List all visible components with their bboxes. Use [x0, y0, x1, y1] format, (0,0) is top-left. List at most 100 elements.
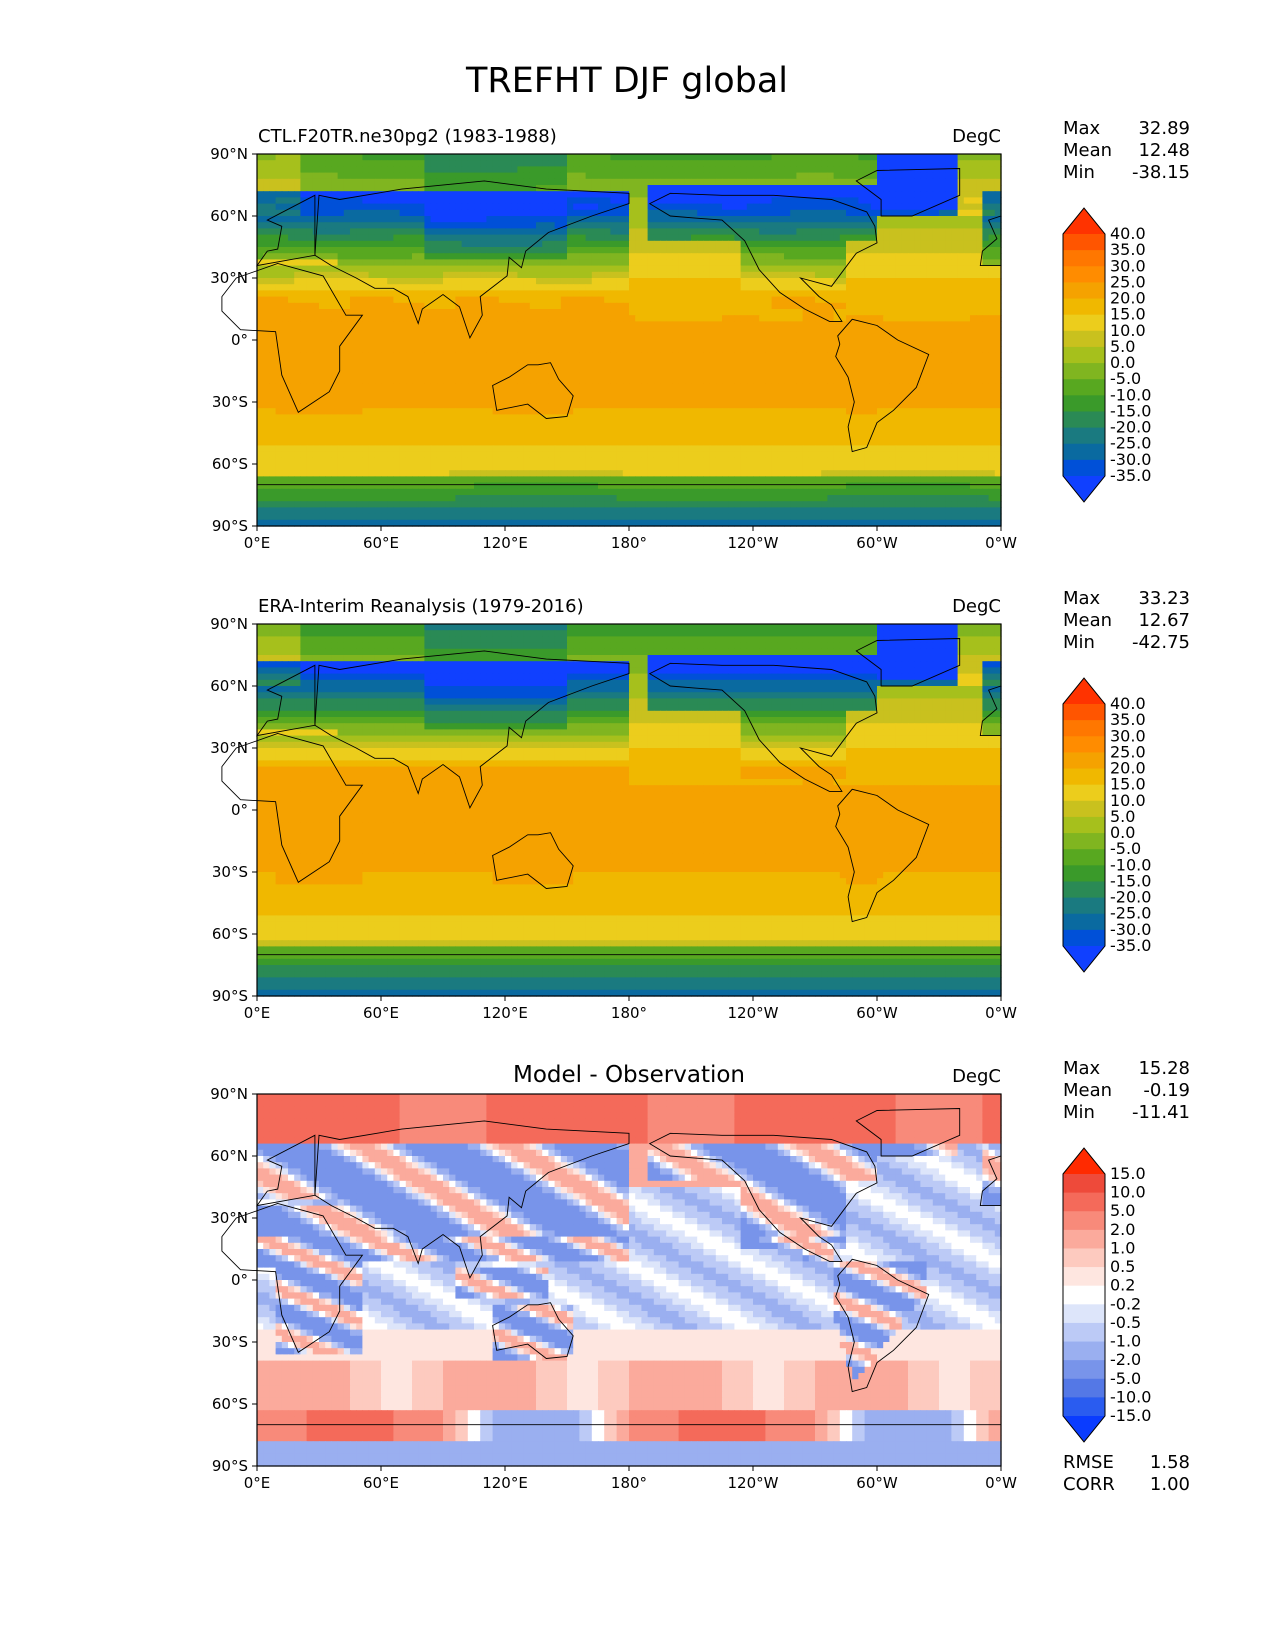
- map-cell: [740, 296, 748, 304]
- map-cell: [393, 327, 401, 335]
- map-cell: [529, 172, 537, 180]
- map-cell: [982, 228, 990, 236]
- map-cell: [784, 327, 791, 335]
- map-cell: [759, 197, 766, 205]
- map-cell: [306, 302, 314, 310]
- map-cell: [622, 296, 630, 304]
- map-cell: [387, 278, 394, 285]
- map-cell: [827, 203, 835, 211]
- map-cell: [635, 296, 642, 304]
- map-cell: [926, 222, 934, 229]
- map-cell: [374, 259, 382, 267]
- map-cell: [728, 278, 735, 285]
- map-cell: [746, 315, 754, 322]
- map-cell: [511, 259, 518, 267]
- map-cell: [294, 222, 301, 229]
- map-cell: [765, 327, 773, 335]
- map-cell: [976, 346, 983, 353]
- map-cell: [288, 178, 295, 186]
- map-cell: [753, 209, 760, 217]
- map-cell: [821, 340, 828, 347]
- map-cell: [374, 240, 382, 248]
- map-cell: [387, 340, 394, 347]
- map-cell: [945, 284, 952, 291]
- map-cell: [945, 185, 952, 192]
- map-cell: [511, 383, 518, 391]
- map-cell: [461, 377, 469, 384]
- map-cell: [963, 203, 971, 211]
- map-cell: [722, 216, 729, 223]
- map-cell: [554, 160, 562, 167]
- map-cell: [517, 352, 525, 360]
- map-cell: [988, 253, 996, 260]
- map-cell: [641, 240, 649, 248]
- map-cell: [852, 383, 859, 391]
- map-cell: [343, 395, 351, 403]
- map-cell: [945, 296, 952, 304]
- map-cell: [672, 259, 680, 267]
- map-cell: [281, 247, 289, 254]
- map-cell: [728, 290, 735, 298]
- map-cell: [616, 302, 624, 310]
- map-cell: [616, 296, 624, 304]
- map-cell: [852, 309, 859, 316]
- map-cell: [542, 234, 549, 242]
- map-cell: [573, 309, 580, 316]
- map-cell: [436, 346, 444, 353]
- map-cell: [461, 315, 469, 322]
- map-cell: [734, 228, 742, 236]
- map-cell: [629, 253, 636, 260]
- map-cell: [387, 321, 394, 329]
- map-cell: [684, 203, 692, 211]
- map-cell: [560, 327, 568, 335]
- map-cell: [883, 154, 890, 161]
- map-cell: [393, 333, 401, 341]
- map-cell: [939, 327, 946, 335]
- map-cell: [325, 302, 332, 310]
- map-cell: [381, 222, 388, 229]
- map-cell: [467, 166, 475, 174]
- map-cell: [319, 222, 326, 229]
- map-cell: [790, 395, 797, 403]
- map-cell: [715, 408, 723, 415]
- map-cell: [703, 253, 711, 260]
- map-cell: [622, 371, 630, 378]
- map-cell: [393, 340, 401, 347]
- map-cell: [294, 333, 301, 341]
- map-cell: [901, 371, 909, 378]
- map-cell: [319, 284, 326, 291]
- map-cell: [827, 178, 835, 186]
- map-cell: [629, 395, 636, 403]
- map-cell: [839, 216, 847, 223]
- map-cell: [548, 358, 556, 366]
- map-cell: [939, 284, 946, 291]
- map-cell: [802, 166, 810, 174]
- map-cell: [790, 309, 797, 316]
- map-cell: [288, 340, 295, 347]
- map-cell: [833, 395, 841, 403]
- map-cell: [486, 315, 494, 322]
- map-cell: [610, 247, 618, 254]
- map-cell: [554, 234, 562, 242]
- map-cell: [920, 352, 928, 360]
- map-cell: [263, 160, 270, 167]
- map-cell: [492, 346, 500, 353]
- map-cell: [870, 309, 878, 316]
- map-cell: [399, 166, 407, 174]
- map-cell: [294, 402, 301, 409]
- map-cell: [288, 346, 295, 353]
- map-cell: [505, 166, 512, 174]
- map-cell: [393, 284, 401, 291]
- map-cell: [629, 271, 636, 279]
- map-cell: [846, 222, 853, 229]
- map-cell: [567, 358, 574, 366]
- map-cell: [294, 209, 301, 217]
- map-cell: [616, 228, 624, 236]
- map-cell: [505, 309, 512, 316]
- map-cell: [331, 302, 339, 310]
- map-cell: [790, 364, 797, 372]
- map-cell: [579, 247, 587, 254]
- map-cell: [839, 234, 847, 242]
- map-cell: [672, 185, 680, 192]
